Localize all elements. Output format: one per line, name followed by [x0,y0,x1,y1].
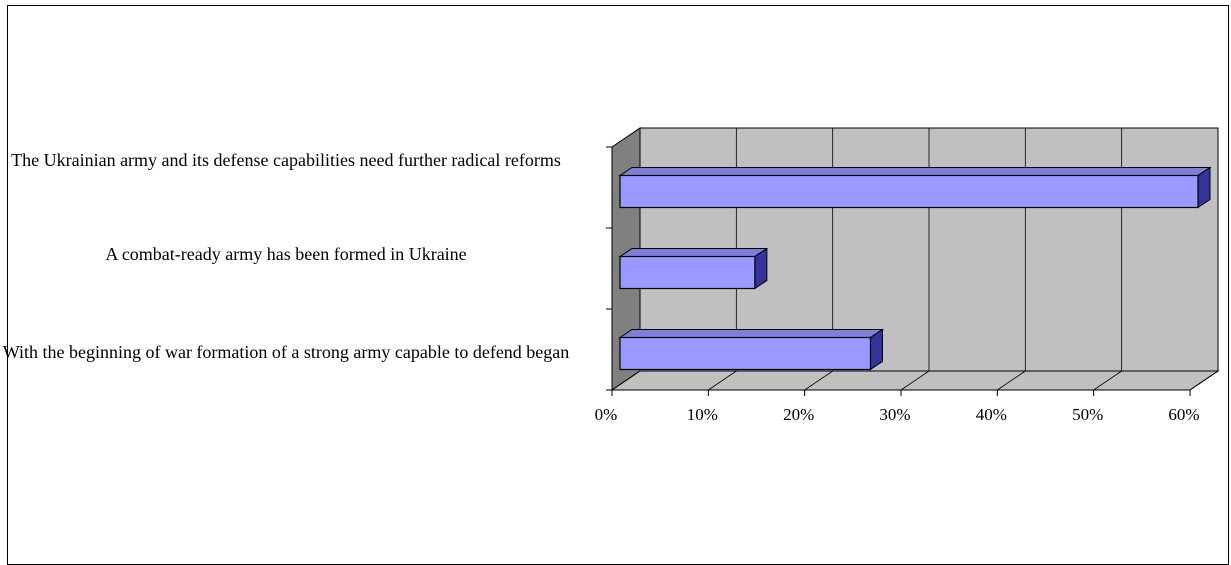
bar-top [618,167,1212,176]
x-tick-label: 40% [976,405,1007,424]
x-tick-label: 50% [1072,405,1103,424]
floor-gridline [708,370,737,391]
category-label-1: A combat-ready army has been formed in U… [105,244,467,264]
floor-gridline [997,370,1026,391]
x-tick-label: 0% [595,405,618,424]
category-label-2: With the beginning of war formation of a… [2,342,570,362]
bar [619,255,756,290]
x-tick-label: 20% [783,405,814,424]
bar [619,174,1199,209]
floor-gridline [804,370,833,391]
bar-top [618,248,769,257]
floor-gridline [900,370,930,391]
x-tick-label: 30% [879,405,910,424]
x-tick-label: 10% [687,405,718,424]
floor-gridline [1093,370,1122,391]
bar-chart: 0% 10% 20% 30% 40% 50% 60% [595,127,1220,424]
floor-gridline [1189,370,1219,391]
x-tick-label: 60% [1168,405,1199,424]
bar-top [618,329,885,338]
category-label-0: The Ukrainian army and its defense capab… [11,150,561,170]
bar [619,336,872,371]
